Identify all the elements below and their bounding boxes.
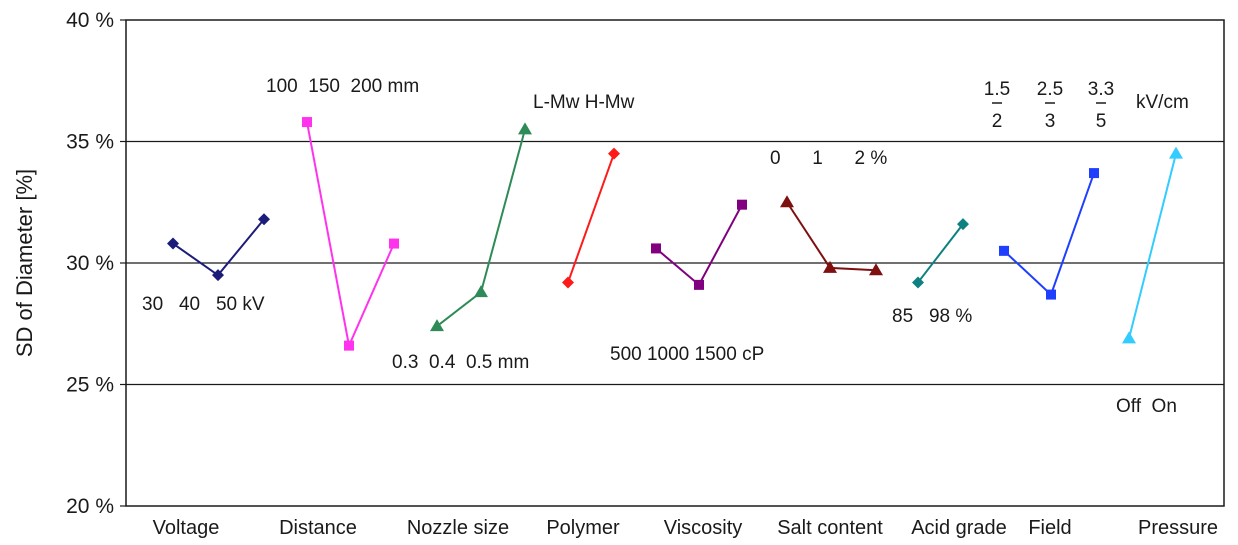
data-point [869, 263, 883, 276]
data-point [389, 238, 399, 249]
y-tick-label: 30 % [66, 252, 114, 275]
acid-levels-label: 85 98 % [892, 306, 972, 327]
x-category-label: Polymer [546, 517, 620, 539]
field-unit-label: kV/cm [1136, 92, 1189, 113]
data-point [1089, 168, 1099, 179]
series-group [167, 117, 1183, 351]
y-tick-label: 40 % [66, 9, 114, 32]
data-point [474, 285, 488, 298]
series-polymer [562, 147, 620, 289]
voltage-levels-label: 30 40 50 kV [142, 294, 265, 315]
data-point [258, 213, 270, 226]
field-level-3-bottom: 5 [1096, 111, 1107, 132]
data-point [562, 276, 574, 289]
data-point [1046, 289, 1056, 300]
data-point [780, 195, 794, 208]
data-point [957, 218, 969, 231]
series-distance [302, 117, 399, 351]
field-level-2-bottom: 3 [1045, 111, 1056, 132]
category-labels: Voltage Distance Nozzle size Polymer Viscosi… [153, 517, 1218, 539]
data-point [1122, 331, 1136, 344]
series-field [999, 168, 1099, 300]
data-point [737, 199, 747, 210]
x-category-label: Distance [279, 517, 357, 539]
series-line [917, 223, 964, 284]
data-point [823, 260, 837, 273]
series-voltage [167, 213, 270, 282]
data-point [344, 340, 354, 351]
x-category-label: Field [1028, 517, 1071, 539]
data-point [167, 237, 179, 250]
x-category-label: Voltage [153, 517, 220, 539]
pressure-levels-label: Off On [1116, 396, 1177, 417]
y-tick-label: 20 % [66, 495, 114, 518]
y-tick-label: 25 % [66, 374, 114, 397]
data-point [651, 243, 661, 254]
data-point [694, 279, 704, 290]
data-point [212, 269, 224, 282]
x-category-label: Nozzle size [407, 517, 509, 539]
series-acid-grade [912, 218, 969, 289]
series-line [1128, 153, 1177, 339]
series-nozzle-size [430, 122, 532, 332]
x-category-label: Pressure [1138, 517, 1218, 539]
x-category-label: Acid grade [911, 517, 1007, 539]
data-point [999, 245, 1009, 256]
x-category-label: Salt content [777, 517, 883, 539]
data-point [302, 117, 312, 128]
polymer-levels-label: L-Mw H-Mw [533, 92, 635, 113]
series-line [567, 153, 615, 283]
field-level-2-top: 2.5 [1037, 79, 1063, 100]
data-point [518, 122, 532, 135]
y-axis-ticks: 20 % 25 % 30 % 35 % 40 % [66, 9, 126, 518]
series-salt-content [780, 195, 883, 276]
data-point [608, 147, 620, 160]
nozzle-levels-label: 0.3 0.4 0.5 mm [392, 352, 529, 373]
series-pressure [1122, 146, 1183, 344]
annotations: 30 40 50 kV 100 150 200 mm 0.3 0.4 0.5 m… [142, 76, 1189, 417]
field-level-1-top: 1.5 [984, 79, 1010, 100]
y-tick-label: 35 % [66, 131, 114, 154]
field-level-3-top: 3.3 [1088, 79, 1114, 100]
salt-levels-label: 0 1 2 % [770, 148, 887, 169]
distance-levels-label: 100 150 200 mm [266, 76, 419, 97]
y-axis-label: SD of Diameter [%] [12, 169, 37, 357]
data-point [1169, 146, 1183, 159]
data-point [912, 276, 924, 289]
grid-lines [126, 140, 1224, 386]
series-viscosity [651, 199, 747, 290]
viscosity-levels-label: 500 1000 1500 cP [610, 344, 764, 365]
x-category-label: Viscosity [664, 517, 743, 539]
data-point [430, 319, 444, 332]
field-level-1-bottom: 2 [992, 111, 1003, 132]
